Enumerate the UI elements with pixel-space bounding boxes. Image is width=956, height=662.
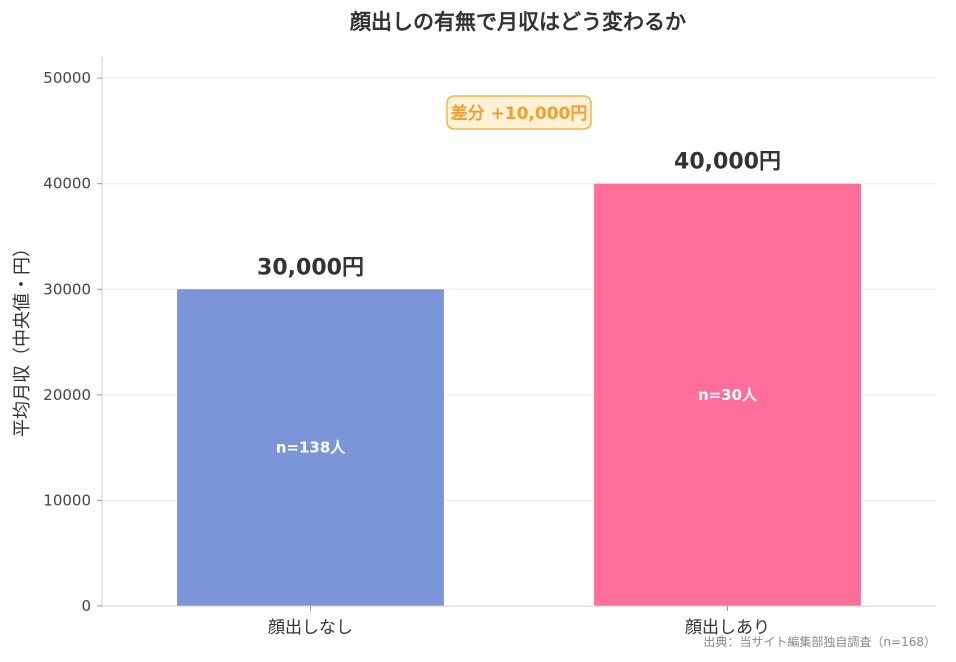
source-note: 出典：当サイト編集部独自調査（n=168） [703,634,936,649]
sample-size-label: n=138人 [276,439,347,457]
value-label: 40,000円 [674,150,781,175]
difference-label: 差分 +10,000円 [451,103,588,124]
bar [594,183,861,606]
y-tick-label: 20000 [43,386,91,404]
bar [177,289,444,606]
difference-badge [446,95,592,130]
x-tick-label: 顔出しあり [685,618,770,638]
sample-size-label: n=30人 [698,386,758,404]
value-label: 30,000円 [257,255,364,280]
y-tick-label: 30000 [43,280,91,298]
y-tick-label: 10000 [43,491,91,509]
x-tick-labels: 顔出しなし 顔出しあり [268,606,770,638]
bars: 30,000円 n=138人 40,000円 n=30人 [177,150,861,606]
y-tick-labels: 0 10000 20000 30000 40000 50000 [43,69,102,615]
difference-annotation: 差分 +10,000円 [446,95,592,130]
y-tick-label: 50000 [43,69,91,87]
x-tick-label: 顔出しなし [268,618,353,638]
y-tick-label: 40000 [43,175,91,193]
y-axis-label: 平均月収（中央値・円） [12,239,33,437]
y-tick-label: 0 [81,597,91,615]
chart-title: 顔出しの有無で月収はどう変わるか [349,10,686,34]
